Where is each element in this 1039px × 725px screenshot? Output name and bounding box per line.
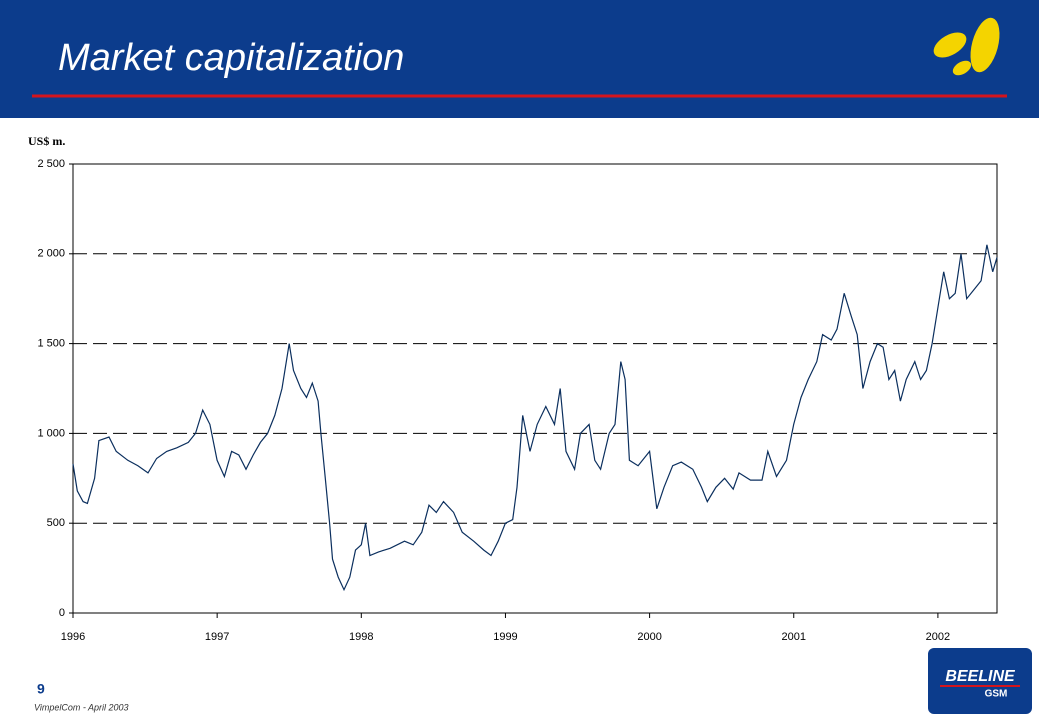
x-tick-label: 2002 — [926, 631, 950, 643]
series-line — [72, 244, 998, 592]
y-tick-label: 2 500 — [37, 158, 65, 170]
y-tick-label: 1 500 — [37, 338, 65, 350]
logo-sub: GSM — [985, 689, 1008, 700]
y-tick-label: 1 000 — [37, 427, 65, 439]
header-band — [0, 0, 1039, 118]
logo-brand: BEELINE — [945, 668, 1016, 685]
x-tick-label: 2001 — [782, 631, 806, 643]
page-number: 9 — [37, 681, 45, 697]
plot-frame — [72, 163, 998, 614]
x-tick-label: 1998 — [349, 631, 373, 643]
x-tick-label: 2000 — [637, 631, 661, 643]
bee-logo — [933, 17, 1000, 76]
y-axis-label: US$ m. — [28, 134, 65, 148]
y-tick-label: 500 — [47, 517, 65, 529]
slide-title: Market capitalization — [58, 37, 404, 79]
y-tick-label: 0 — [59, 607, 65, 619]
footer-note: VimpelCom - April 2003 — [34, 702, 129, 712]
y-tick-label: 2 000 — [37, 248, 65, 260]
x-tick-label: 1999 — [493, 631, 517, 643]
x-tick-label: 1996 — [61, 631, 85, 643]
beeline-logo: BEELINE GSM — [928, 648, 1032, 714]
x-tick-label: 1997 — [205, 631, 229, 643]
